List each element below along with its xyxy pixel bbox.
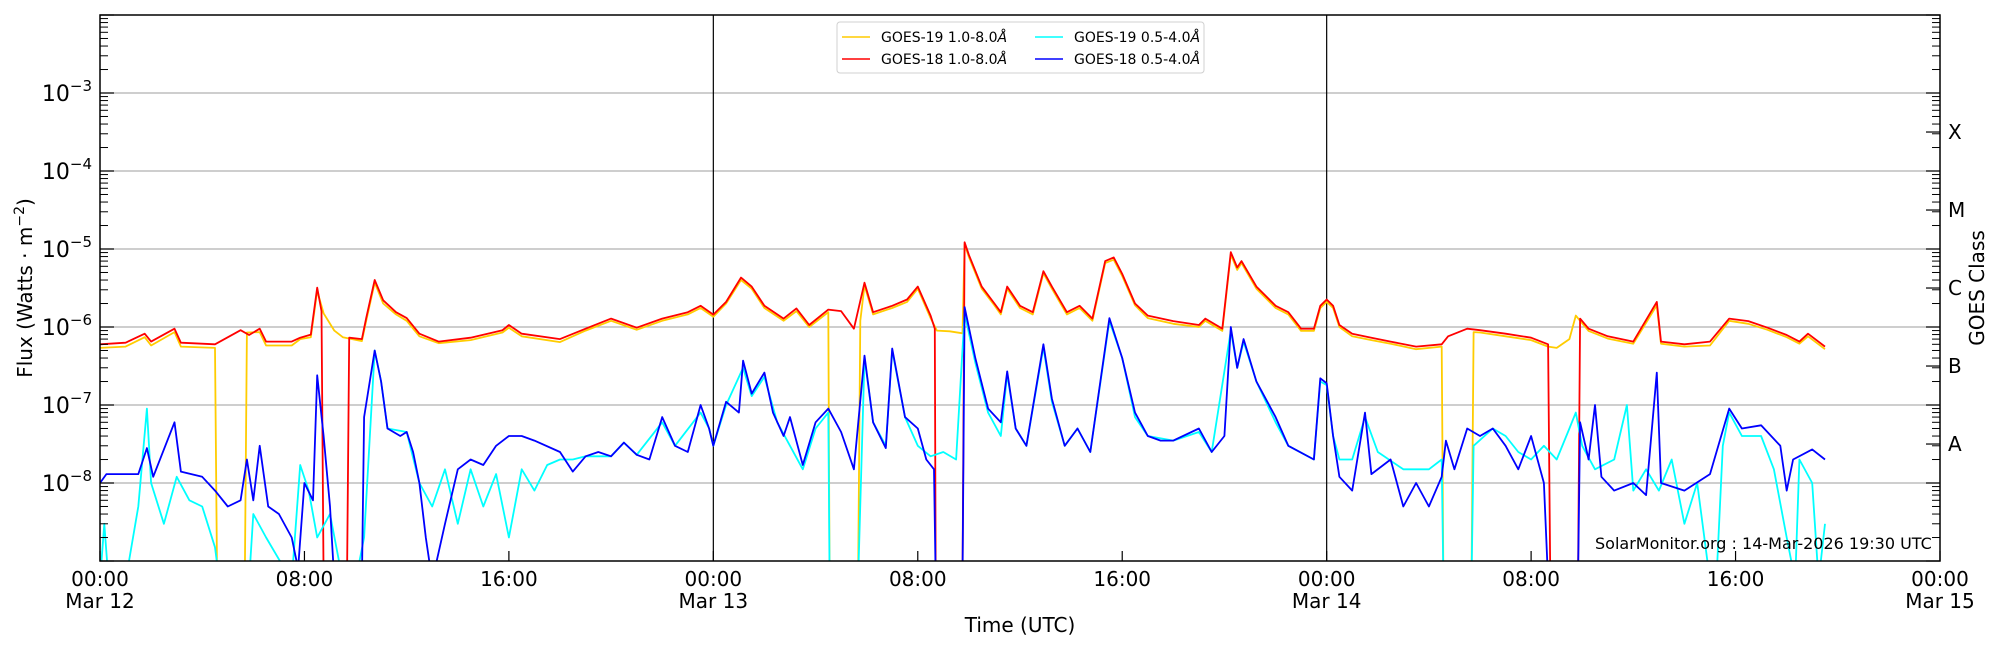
- y-tick-label: 10−4: [42, 155, 92, 185]
- x-tick-date-label: Mar 15: [1905, 589, 1975, 613]
- legend-box: [836, 21, 1205, 74]
- legend-label: GOES-19 0.5-4.0Å: [1074, 29, 1200, 46]
- series-lines: [100, 241, 1826, 561]
- x-tick-label: 16:00: [1093, 567, 1151, 591]
- x-tick-label: 00:00: [1298, 567, 1356, 591]
- y-tick-label: 10−3: [42, 77, 92, 107]
- x-tick-label: 08:00: [889, 567, 947, 591]
- x-tick-label: 08:00: [276, 567, 334, 591]
- class-label-m: M: [1948, 198, 1965, 222]
- x-tick-label: 00:00: [685, 567, 743, 591]
- y-tick-label: 10−5: [42, 233, 92, 263]
- class-label-c: C: [1948, 276, 1962, 300]
- y-axis-label: Flux (Watts · m−2): [12, 198, 37, 378]
- day-separators: [712, 15, 1328, 561]
- legend-label: GOES-19 1.0-8.0Å: [881, 29, 1007, 46]
- y2-axis-label: GOES Class: [1965, 230, 1989, 346]
- goes-class-axis: X M C B A: [1926, 120, 1965, 456]
- class-label-b: B: [1948, 354, 1962, 378]
- y-axis-ticks: 10−3 10−4 10−5 10−6 10−7 10−8: [42, 14, 1940, 562]
- x-tick-label: 08:00: [1502, 567, 1560, 591]
- legend: GOES-19 1.0-8.0Å GOES-18 1.0-8.0Å GOES-19 …: [836, 21, 1205, 74]
- x-tick-label: 00:00: [71, 567, 129, 591]
- class-label-x: X: [1948, 120, 1962, 144]
- y-tick-label: 10−6: [42, 311, 92, 341]
- legend-label: GOES-18 0.5-4.0Å: [1074, 51, 1200, 68]
- class-label-a: A: [1948, 432, 1962, 456]
- legend-label: GOES-18 1.0-8.0Å: [881, 51, 1007, 68]
- y-tick-label: 10−7: [42, 389, 92, 419]
- x-axis-label: Time (UTC): [964, 613, 1076, 637]
- x-tick-date-label: Mar 12: [65, 589, 135, 613]
- x-tick-label: 16:00: [1707, 567, 1765, 591]
- series-line-4: [100, 306, 1826, 561]
- x-tick-label: 16:00: [480, 567, 538, 591]
- x-tick-date-label: Mar 13: [679, 589, 749, 613]
- series-line-2: [100, 241, 1826, 561]
- x-tick-label: 00:00: [1911, 567, 1969, 591]
- x-tick-date-label: Mar 14: [1292, 589, 1362, 613]
- y-tick-label: 10−8: [42, 467, 92, 497]
- timestamp-annotation: SolarMonitor.org : 14-Mar-2026 19:30 UTC: [1595, 534, 1932, 553]
